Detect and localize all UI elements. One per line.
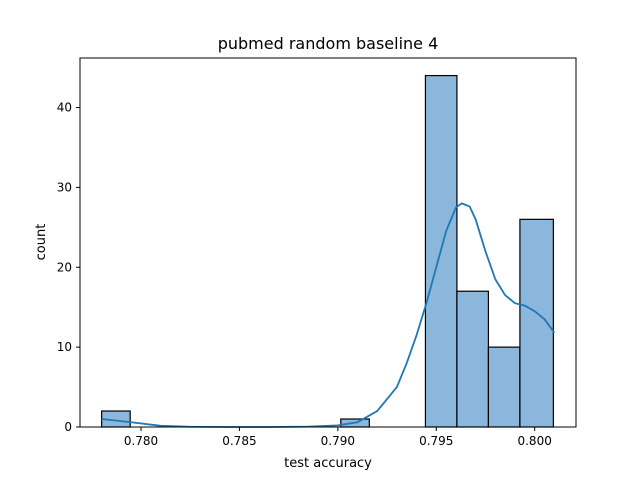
y-axis-label: count [34, 224, 49, 261]
y-tick-label-3: 30 [57, 180, 72, 194]
x-axis-label: test accuracy [284, 456, 372, 471]
y-tick-label-0: 0 [64, 420, 72, 434]
histogram-bar-3 [456, 290, 490, 428]
x-tick-label-2: 0.790 [321, 434, 355, 448]
y-tick-label-4: 40 [57, 101, 72, 115]
x-axis-ticks: 0.780 0.785 0.790 0.795 0.800 [124, 427, 552, 448]
y-tick-label-2: 20 [57, 260, 72, 274]
x-tick-label-1: 0.785 [222, 434, 256, 448]
y-axis-ticks: 0 10 20 30 40 [57, 101, 80, 434]
x-tick-label-4: 0.800 [517, 434, 551, 448]
x-tick-label-3: 0.795 [419, 434, 453, 448]
chart-title: pubmed random baseline 4 [218, 34, 439, 53]
plot-frame [79, 57, 577, 428]
y-tick-label-1: 10 [57, 340, 72, 354]
histogram-bar-4 [487, 346, 521, 428]
x-tick-label-0: 0.780 [124, 434, 158, 448]
